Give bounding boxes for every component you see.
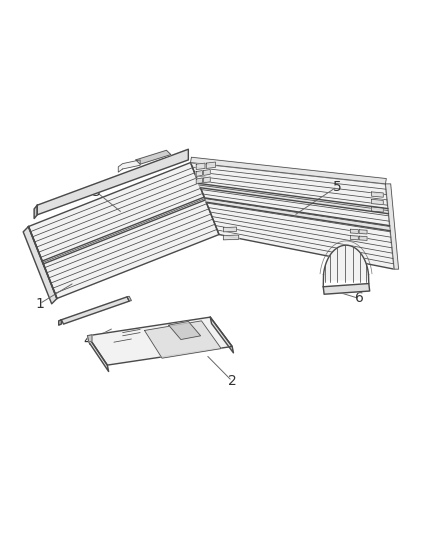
Polygon shape [37, 149, 188, 215]
Polygon shape [371, 199, 383, 205]
Polygon shape [324, 245, 368, 280]
Polygon shape [88, 335, 92, 342]
Polygon shape [223, 227, 237, 232]
Polygon shape [191, 157, 386, 184]
Polygon shape [204, 177, 210, 183]
Polygon shape [199, 183, 389, 214]
Polygon shape [169, 321, 201, 340]
Polygon shape [350, 229, 358, 233]
Polygon shape [206, 162, 215, 168]
Polygon shape [88, 317, 232, 365]
Polygon shape [205, 198, 390, 231]
Polygon shape [88, 336, 109, 372]
Polygon shape [204, 169, 210, 175]
Polygon shape [350, 236, 358, 240]
Polygon shape [136, 150, 171, 164]
Text: 5: 5 [333, 180, 342, 193]
Polygon shape [223, 235, 239, 240]
Polygon shape [196, 178, 202, 184]
Polygon shape [196, 171, 202, 176]
Polygon shape [210, 317, 233, 353]
Polygon shape [118, 160, 140, 172]
Polygon shape [59, 320, 61, 325]
Polygon shape [385, 184, 399, 269]
Polygon shape [34, 205, 37, 219]
Polygon shape [23, 227, 57, 304]
Polygon shape [191, 163, 394, 269]
Text: 2: 2 [228, 374, 237, 388]
Text: 3: 3 [92, 185, 101, 199]
Polygon shape [28, 163, 219, 298]
Polygon shape [359, 236, 367, 240]
Polygon shape [127, 296, 131, 301]
Text: 4: 4 [83, 334, 92, 348]
Polygon shape [61, 297, 129, 324]
Polygon shape [371, 192, 383, 197]
Text: 6: 6 [355, 292, 364, 305]
Text: 1: 1 [35, 297, 44, 311]
Polygon shape [323, 284, 370, 294]
Polygon shape [145, 321, 221, 358]
Polygon shape [359, 230, 367, 234]
Polygon shape [371, 207, 383, 212]
Polygon shape [196, 163, 205, 169]
